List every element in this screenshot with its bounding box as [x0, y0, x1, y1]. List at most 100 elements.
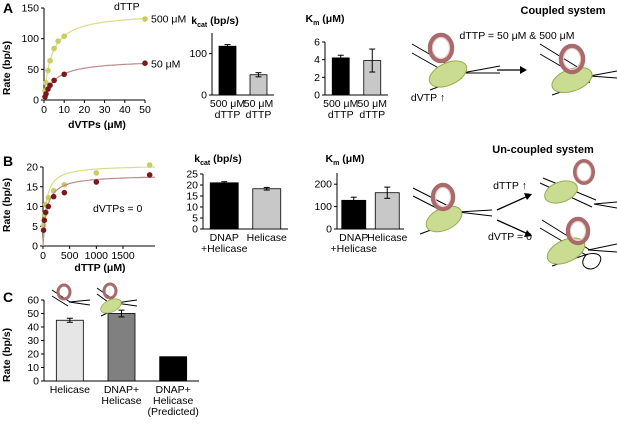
dnap-oval-right [551, 66, 593, 94]
panel-c-ylabel: Rate (bp/s) [1, 328, 13, 382]
panel-b-rate-point-0-6 [93, 170, 100, 176]
dnap-oval-upper-right [544, 180, 578, 204]
panel-c-rate-ytick-3: 30 [27, 335, 39, 347]
panel-c-rate-category-2-1: Helicase [153, 395, 193, 407]
panel-b-kcat-bar-0 [209, 182, 239, 230]
panel-b-rate-point-1-4 [50, 193, 57, 200]
panel-a-km-ytick-0: 0 [314, 90, 320, 102]
panel-c-rate-ytick-6: 60 [27, 295, 39, 307]
panel-a-rate-xtick-3: 30 [99, 104, 111, 116]
panel-a-kcat-ytick-1: 100 [189, 48, 207, 60]
panel-b-rate-point-1-1 [41, 217, 48, 224]
panel-c-rate-ytick-5: 50 [27, 308, 39, 320]
panel-a-kcat-category-1-0: 50 μM [244, 98, 273, 110]
panel-a-rate-xtick-4: 40 [119, 104, 131, 116]
panel-b-annotation: dVTPs = 0 [93, 203, 142, 215]
panel-c-rate-bar-1 [107, 313, 136, 382]
panel-b-rate-fit-0 [42, 166, 155, 247]
panel-c-rate-ytick-1: 10 [27, 362, 39, 374]
panel-a-rate-point-0-1 [43, 80, 49, 86]
panel-a-rate-point-0-6 [61, 33, 67, 40]
panel-b-rate-ytick-0: 0 [32, 241, 38, 253]
panel-b-rate-point-1-7 [146, 172, 153, 178]
panel-label-b: B [3, 153, 13, 169]
panel-a-kcat-ytick-0: 0 [201, 90, 207, 102]
panel-b-km-category-1-0: Helicase [367, 232, 407, 244]
replisome-upper-right [539, 159, 617, 209]
panel-a-km-ytick-1: 2 [314, 72, 320, 84]
panel-b-kcat-ytick-4: 20 [186, 180, 198, 192]
panel-a-kcat-bar-0 [218, 45, 237, 96]
panel-a-rate-point-0-3 [47, 57, 53, 64]
panel-a-rate-point-0-5 [55, 38, 61, 44]
ssdna-loop [582, 253, 602, 270]
replisome-left [411, 32, 501, 91]
panel-a-rate-series-label-1: 50 μM [151, 58, 180, 70]
panel-b-rate-point-1-3 [45, 203, 52, 210]
panel-b-rate-ytick-3: 15 [26, 181, 38, 193]
panel-a-rate-series-label-0: 500 μM [151, 14, 186, 26]
panel-a-rate-point-1-4 [51, 77, 57, 84]
uncoupled-system-diagram: dTTP ↑ dVTP = 0 [412, 159, 617, 270]
panel-b-kcat-ytick-5: 25 [186, 169, 198, 181]
panel-c-rate-category-0-0: Helicase [50, 384, 90, 396]
panel-c-rate-category-2-2: (Predicted) [147, 406, 198, 418]
panel-a-ylabel: Rate (bp/s) [1, 41, 13, 95]
panel-a-rate-point-0-2 [45, 67, 51, 74]
panel-b-km-title: Km (μM) [326, 153, 365, 167]
panel-b-kcat-ytick-0: 0 [192, 224, 198, 236]
panel-a-rate-ytick-3: 150 [21, 3, 39, 15]
panel-a-km-bar-0 [331, 57, 350, 96]
panel-b-kcat-bar-1 [252, 188, 282, 230]
panel-a-rate-ytick-2: 100 [21, 33, 39, 45]
panel-a-rate-point-0-7 [142, 16, 148, 22]
panel-b-rate-ytick-4: 20 [26, 162, 38, 174]
panel-a-kcat-title: kcat (bp/s) [191, 15, 238, 29]
panel-b-km-category-0-0: DNAP [339, 232, 368, 244]
coupled-system-diagram: dTTP = 50 μM & 500 μM dVTP ↑ [411, 30, 617, 104]
panel-a-rate-ytick-0: 0 [33, 95, 39, 107]
panel-a-rate-point-0-4 [51, 45, 57, 52]
coupled-system-title: Coupled system [521, 5, 606, 17]
helicase-ring-right [558, 43, 586, 75]
panel-b-rate-point-1-0 [40, 227, 47, 233]
uncoupled-arrow-up [496, 193, 532, 211]
panel-b-km-ytick-2: 200 [314, 179, 332, 191]
helicase-ring-lower-right [565, 216, 591, 246]
panel-a-xlabel: dVTPs (μM) [68, 119, 126, 131]
panel-b-kcat-category-0-1: +Helicase [201, 243, 248, 255]
panel-b-rate-chart: 0 5 10 15 20 0 500 1000 1500 [26, 162, 155, 262]
panel-b-rate-point-1-2 [42, 209, 49, 216]
panel-c-rate-category-1-1: Helicase [101, 395, 141, 407]
panel-b-rate-ytick-2: 10 [26, 201, 38, 213]
icon-helicase-only [51, 283, 91, 307]
panel-a-km-category-0-0: 500 μM [323, 98, 358, 110]
panel-b-rate-xtick-2: 1000 [85, 250, 109, 262]
helicase-ring-left [427, 32, 455, 64]
panel-b-ylabel: Rate (bp/s) [1, 178, 13, 232]
icon-dnap-helicase [96, 282, 138, 317]
panel-a-rate-xtick-0: 0 [41, 104, 47, 116]
coupled-diagram-label-top: dTTP = 50 μM & 500 μM [460, 30, 575, 42]
replisome-center [412, 182, 493, 235]
panel-b-rate-ytick-1: 5 [32, 221, 38, 233]
dnap-oval-left [428, 60, 468, 88]
panel-a-rate-xtick-1: 10 [58, 104, 70, 116]
panel-a-rate-ytick-1: 50 [27, 64, 39, 76]
panel-label-a: A [3, 0, 13, 16]
panel-c-rate-category-1-0: DNAP+ [104, 384, 139, 396]
panel-b-kcat-ytick-3: 15 [186, 191, 198, 203]
panel-a-km-category-1-0: 50 μM [358, 98, 387, 110]
replisome-lower-right [539, 216, 617, 270]
panel-b-km-ytick-0: 0 [326, 224, 332, 236]
uncoupled-system-title: Un-coupled system [492, 144, 594, 156]
panel-c-rate-ytick-4: 40 [27, 322, 39, 334]
panel-a-km-ytick-2: 4 [314, 54, 320, 66]
panel-c-rate-category-2-0: DNAP+ [156, 384, 191, 396]
panel-a-rate-point-1-6 [142, 60, 148, 66]
panel-a-rate-point-1-5 [61, 71, 67, 78]
